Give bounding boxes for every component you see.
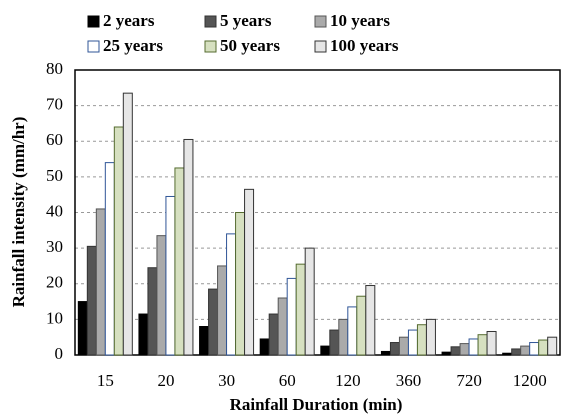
bar [104, 162, 115, 356]
bar [277, 297, 288, 356]
bar [425, 318, 436, 356]
bar [486, 330, 497, 356]
bar [502, 352, 513, 356]
bar [95, 208, 106, 356]
bar [529, 342, 540, 356]
y-tick-label: 40 [46, 201, 63, 220]
legend-swatch [204, 40, 217, 53]
legend-label: 2 years [103, 11, 155, 30]
x-tick-label: 720 [456, 371, 482, 390]
bar [398, 336, 409, 356]
legend-swatch [314, 15, 327, 28]
x-axis-title: Rainfall Duration (min) [230, 395, 403, 414]
legend-label: 50 years [220, 36, 280, 55]
bar [450, 346, 461, 356]
bar [226, 233, 237, 356]
x-tick-label: 360 [396, 371, 422, 390]
bar [407, 329, 418, 356]
bar [165, 195, 176, 356]
bar [441, 351, 452, 356]
bar [77, 301, 88, 356]
x-tick-label: 120 [335, 371, 361, 390]
bar [244, 188, 255, 356]
bar [122, 92, 133, 356]
plot-frame [74, 69, 561, 356]
bar [365, 285, 376, 356]
bar [347, 306, 358, 356]
bar [268, 313, 279, 356]
bar [86, 245, 97, 356]
y-tick-label: 50 [46, 166, 63, 185]
bar [174, 167, 185, 356]
bar [199, 326, 210, 356]
bar [113, 126, 124, 356]
x-tick-label: 60 [279, 371, 296, 390]
bar [459, 343, 470, 356]
bar [320, 345, 331, 356]
bar [468, 338, 479, 356]
legend-swatch [87, 15, 100, 28]
y-tick-label: 0 [55, 344, 64, 363]
legend-label: 5 years [220, 11, 272, 30]
bar [416, 324, 427, 356]
y-tick-label: 20 [46, 273, 63, 292]
x-tick-label: 1200 [513, 371, 547, 390]
bar [547, 336, 558, 356]
y-tick-label: 30 [46, 237, 63, 256]
legend-swatch [87, 40, 100, 53]
bar [259, 338, 270, 356]
bar [538, 339, 549, 356]
bar [147, 267, 158, 356]
bar [356, 295, 367, 356]
bar [156, 235, 167, 356]
legend-label: 25 years [103, 36, 163, 55]
bar [304, 247, 315, 356]
legend-label: 100 years [330, 36, 399, 55]
legend-label: 10 years [330, 11, 390, 30]
bar [235, 212, 246, 356]
bar [511, 348, 522, 356]
y-tick-label: 10 [46, 308, 63, 327]
bar [286, 277, 297, 356]
legend-swatch [204, 15, 217, 28]
x-tick-label: 30 [218, 371, 235, 390]
bar [477, 334, 488, 356]
bar [138, 313, 149, 356]
y-tick-label: 70 [46, 95, 63, 114]
y-tick-label: 60 [46, 130, 63, 149]
x-tick-label: 20 [157, 371, 174, 390]
y-axis-title: Rainfall intensity (mm/hr) [9, 117, 28, 308]
bar [295, 263, 306, 356]
bar [520, 345, 531, 356]
bar [329, 329, 340, 356]
bar [208, 288, 219, 356]
bar [183, 138, 194, 356]
y-tick-label: 80 [46, 59, 63, 78]
bar [217, 265, 228, 356]
legend-swatch [314, 40, 327, 53]
bar [338, 318, 349, 356]
bar [380, 350, 391, 356]
x-tick-label: 15 [97, 371, 114, 390]
bar [389, 342, 400, 356]
